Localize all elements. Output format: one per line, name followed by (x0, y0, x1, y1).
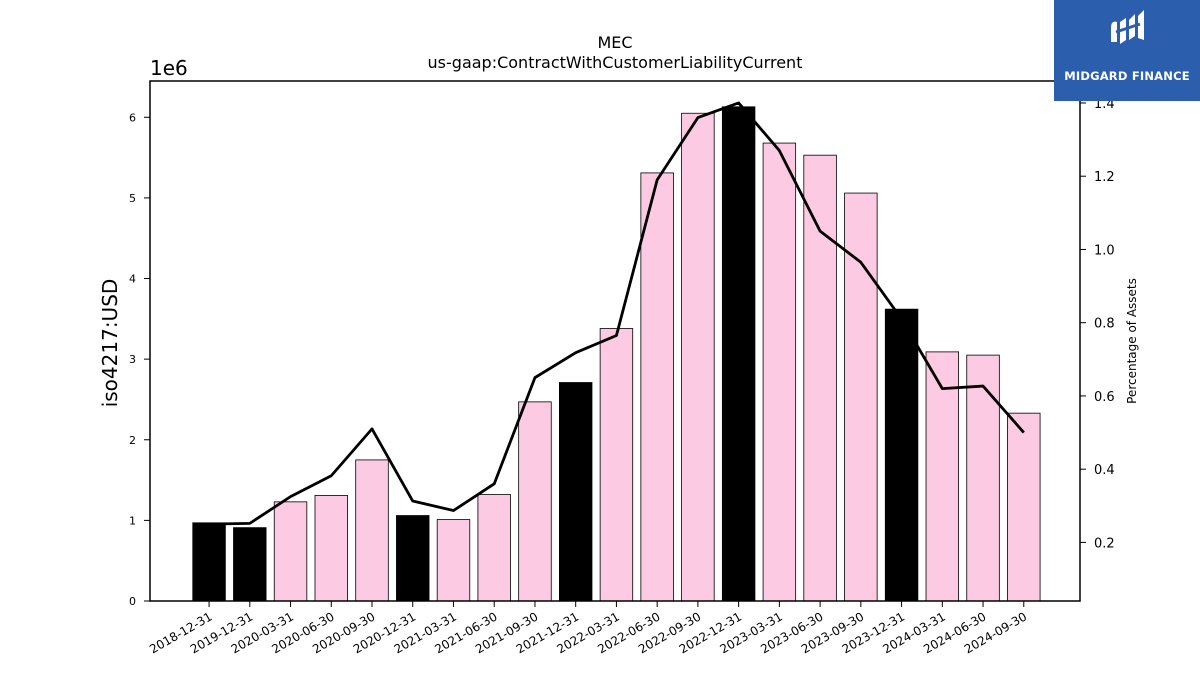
logo-mark-icon (1111, 10, 1144, 44)
y-tick-label: 1 (129, 514, 136, 527)
y-tick-label: 3 (129, 353, 136, 366)
bar-2023-12-31 (884, 308, 919, 602)
bars-group (192, 106, 1041, 602)
bar-2023-03-31 (762, 142, 797, 602)
bar-2021-12-31 (558, 382, 593, 602)
bar-2021-06-30 (477, 494, 511, 602)
bar-2022-06-30 (640, 172, 674, 602)
bar-2022-12-31 (721, 106, 756, 602)
bar-2020-06-30 (314, 494, 348, 602)
line-group (209, 101, 1025, 526)
bar-2023-06-30 (803, 154, 837, 602)
bar-2021-09-30 (518, 401, 552, 602)
y2-tick-label: 0.8 (1094, 317, 1115, 332)
bar-2024-06-30 (966, 354, 1000, 602)
percentage-of-assets-line (209, 101, 1025, 526)
y-tick-label: 6 (129, 111, 136, 124)
bar-2019-12-31 (233, 527, 267, 602)
bar-2024-09-30 (1007, 412, 1041, 602)
y2-tick-label: 1.2 (1094, 170, 1115, 185)
bar-2022-09-30 (681, 112, 715, 602)
logo-text: MIDGARD FINANCE (1064, 69, 1190, 83)
y2-tick-label: 1.0 (1094, 243, 1115, 258)
bar-2020-09-30 (355, 459, 389, 602)
y-tick-label: 4 (129, 273, 136, 286)
bar-2018-12-31 (192, 522, 226, 602)
plot-frame (149, 80, 1081, 602)
y-axis-offset-label: 1e6 (150, 56, 188, 80)
y-tick-label: 2 (129, 434, 136, 447)
y2-tick-label: 0.2 (1094, 536, 1115, 551)
y-tick-label: 5 (129, 192, 136, 205)
y2-tick-label: 0.6 (1094, 390, 1115, 405)
chart-subtitle: us-gaap:ContractWithCustomerLiabilityCur… (428, 53, 803, 72)
bar-2021-03-31 (436, 519, 471, 602)
bar-2024-03-31 (925, 351, 960, 602)
y-tick-label: 0 (129, 595, 136, 608)
bar-2020-12-31 (396, 515, 430, 602)
bar-2022-03-31 (599, 328, 634, 602)
chart-title: MEC (597, 33, 632, 52)
midgard-finance-logo: MIDGARD FINANCE (1054, 0, 1200, 101)
y2-axis-label: Percentage of Assets (1125, 278, 1139, 404)
y2-tick-label: 0.4 (1094, 463, 1115, 478)
bar-2020-03-31 (273, 501, 308, 602)
y-axis-label: iso4217:USD (98, 279, 122, 408)
